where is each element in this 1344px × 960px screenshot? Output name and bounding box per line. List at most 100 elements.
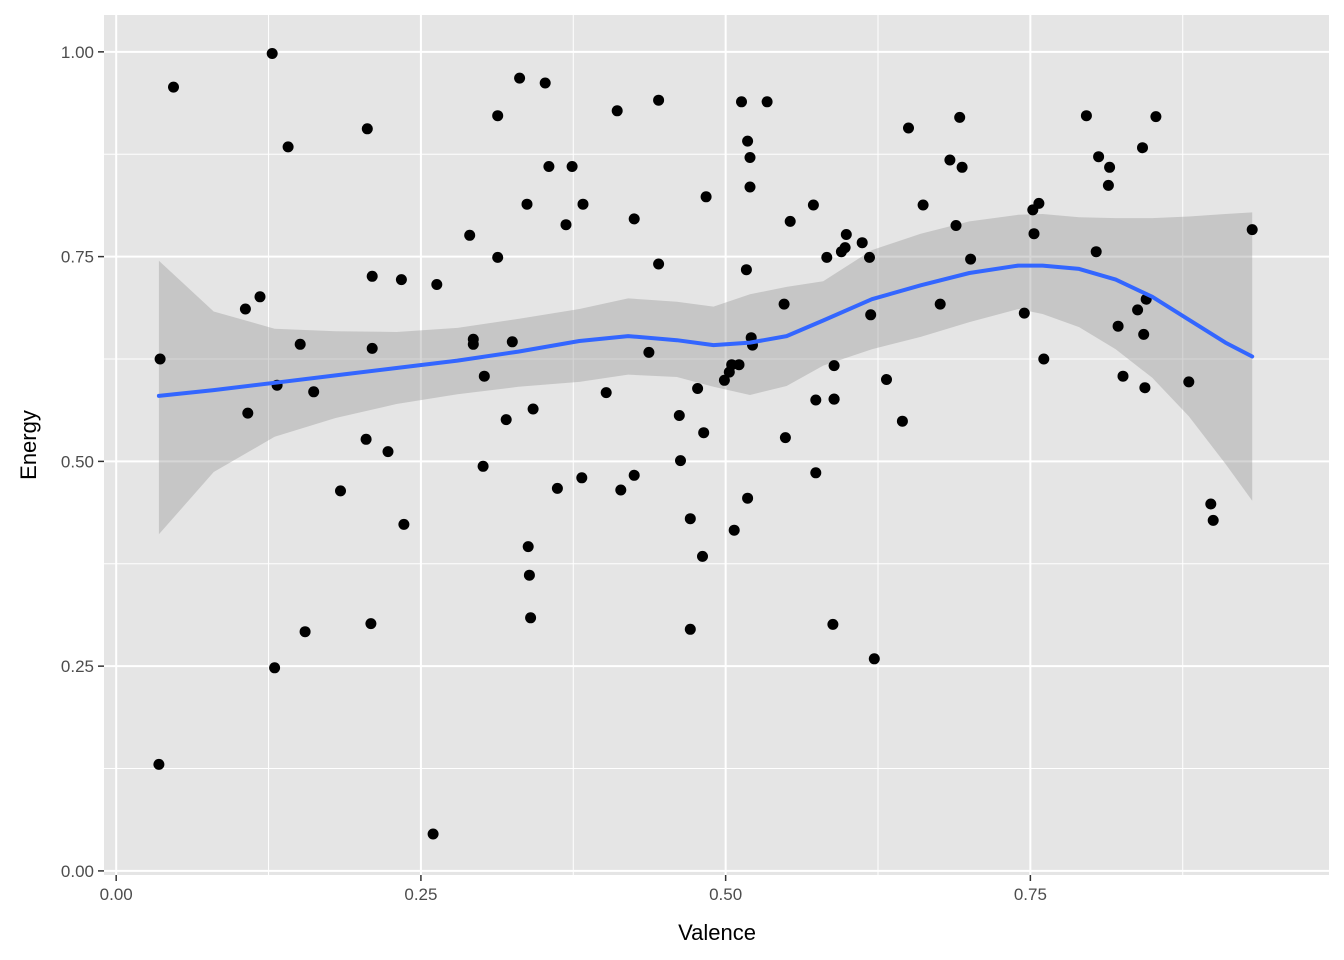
data-point — [896, 415, 908, 427]
data-point — [266, 48, 278, 59]
data-point — [1150, 111, 1162, 123]
grid-major — [104, 15, 1329, 875]
data-point — [566, 161, 578, 172]
data-point — [464, 229, 476, 241]
data-point — [492, 251, 504, 263]
data-point — [1028, 228, 1040, 240]
data-point — [779, 432, 791, 444]
data-point — [478, 370, 490, 382]
x-tick-label: 0.25 — [404, 885, 437, 904]
data-point — [675, 455, 686, 467]
data-point — [500, 414, 512, 426]
data-point — [821, 251, 833, 263]
y-tick-label: 0.50 — [61, 452, 94, 471]
data-point — [728, 524, 740, 536]
points-layer — [153, 48, 1258, 840]
data-point — [810, 394, 822, 406]
data-point — [1117, 370, 1129, 382]
data-point — [431, 279, 443, 290]
data-point — [697, 550, 708, 562]
data-point — [477, 460, 489, 472]
data-point — [761, 96, 773, 108]
data-point — [398, 518, 410, 530]
data-point — [653, 94, 665, 106]
data-point — [718, 374, 730, 386]
data-point — [965, 253, 977, 265]
y-axis: 0.00 0.25 0.50 0.75 1.00 — [61, 43, 104, 881]
data-point — [153, 758, 165, 770]
grid-minor — [104, 15, 1329, 875]
data-point — [1138, 328, 1150, 340]
data-point — [1132, 304, 1144, 316]
data-point — [282, 141, 294, 153]
data-point — [308, 386, 320, 398]
x-tick-label: 0.75 — [1014, 885, 1047, 904]
data-point — [740, 264, 752, 276]
x-tick-label: 0.50 — [709, 885, 742, 904]
data-point — [643, 346, 655, 358]
data-point — [954, 111, 966, 123]
data-point — [615, 484, 627, 496]
data-point — [335, 485, 346, 497]
data-point — [684, 623, 696, 635]
data-point — [577, 198, 589, 210]
data-point — [692, 383, 704, 394]
data-point — [950, 220, 962, 231]
data-point — [736, 96, 747, 108]
data-point — [881, 374, 892, 385]
data-point — [527, 403, 539, 415]
data-point — [1139, 382, 1151, 394]
data-point — [539, 77, 551, 89]
data-point — [361, 123, 373, 135]
smooth-trend-line — [156, 263, 1255, 398]
data-point — [700, 191, 712, 203]
data-point — [492, 110, 504, 122]
data-point — [628, 469, 640, 481]
x-tick-label: 0.00 — [100, 885, 133, 904]
data-point — [944, 154, 956, 166]
data-point — [628, 213, 640, 225]
data-point — [868, 653, 880, 665]
y-tick-label: 1.00 — [61, 43, 94, 62]
data-point — [744, 152, 756, 163]
data-point — [254, 291, 266, 303]
data-point — [560, 219, 572, 231]
data-point — [828, 393, 840, 405]
data-point — [514, 72, 526, 84]
data-point — [525, 612, 537, 624]
data-point — [269, 662, 281, 674]
data-point — [294, 338, 306, 350]
data-point — [698, 427, 710, 439]
data-point — [467, 333, 479, 345]
confidence-band — [158, 212, 1253, 535]
data-point — [784, 215, 796, 227]
data-point — [856, 237, 868, 249]
data-point — [684, 513, 696, 525]
data-point — [1137, 142, 1148, 154]
data-point — [903, 122, 914, 134]
data-point — [299, 626, 311, 638]
data-point — [1102, 179, 1114, 191]
data-point — [865, 309, 877, 321]
data-point — [395, 274, 407, 286]
smooth-line-layer — [156, 263, 1255, 398]
data-point — [611, 105, 623, 117]
data-point — [934, 298, 946, 310]
data-point — [742, 135, 754, 147]
data-point — [1033, 197, 1045, 209]
data-point — [576, 472, 588, 484]
data-point — [543, 161, 555, 172]
plot-panel — [104, 15, 1329, 875]
data-point — [653, 258, 665, 270]
y-tick-label: 0.00 — [61, 862, 94, 881]
data-point — [360, 433, 372, 445]
data-point — [365, 618, 377, 630]
data-point — [522, 541, 534, 553]
data-point — [673, 410, 685, 421]
data-point — [864, 251, 875, 263]
y-tick-label: 0.25 — [61, 657, 94, 676]
data-point — [828, 360, 840, 372]
data-point — [810, 467, 822, 479]
